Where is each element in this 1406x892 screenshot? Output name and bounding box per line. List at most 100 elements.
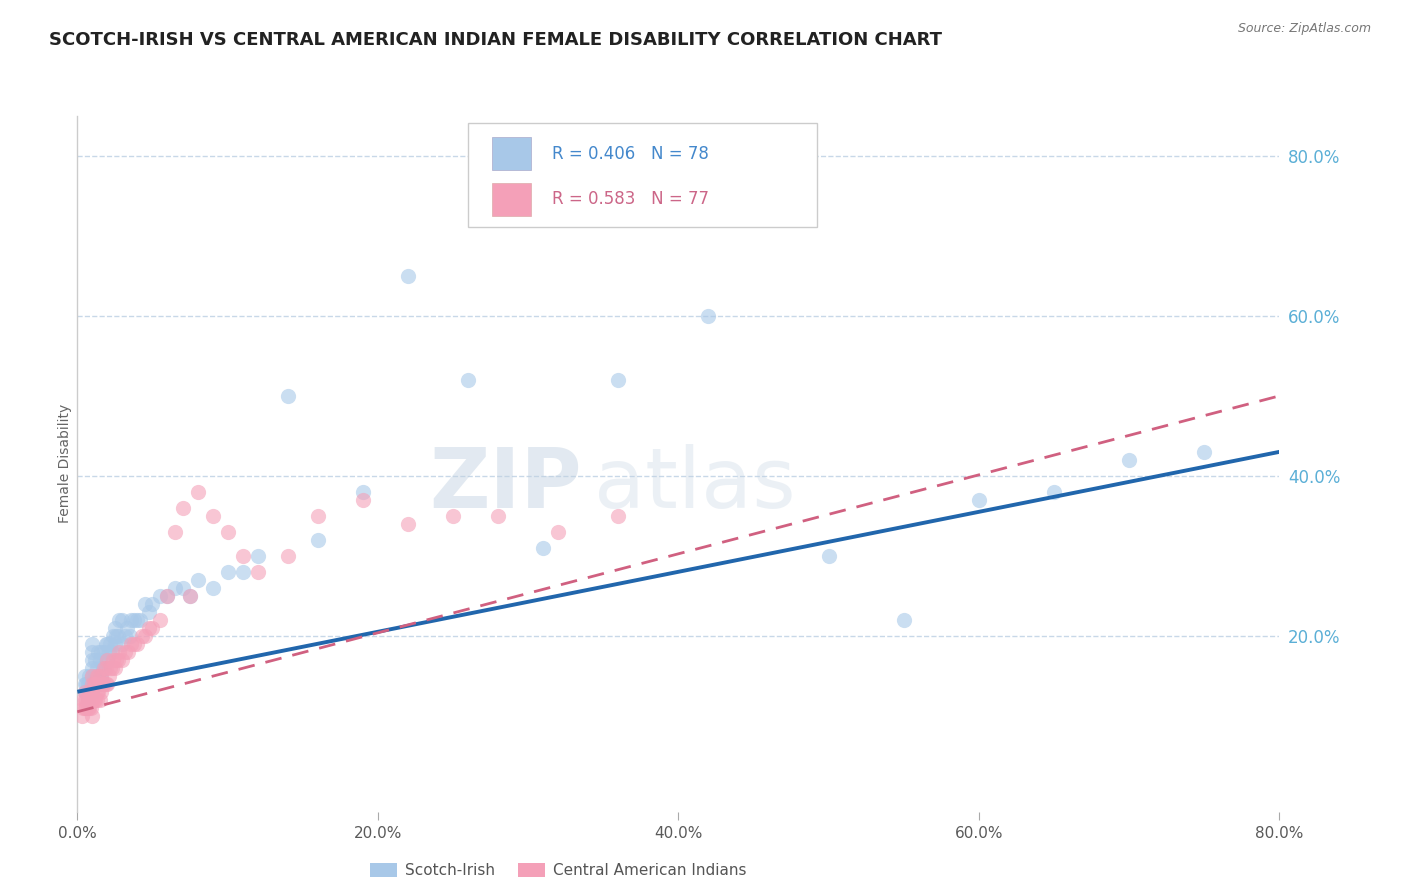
Point (94, 661, 117, 675)
FancyBboxPatch shape (492, 183, 530, 216)
Point (187, 484, 209, 499)
Point (138, 621, 160, 635)
Point (93, 661, 115, 675)
Point (86, 669, 108, 683)
Point (82, 669, 104, 683)
Point (97, 645, 120, 659)
Point (396, 516, 419, 531)
Point (172, 581, 194, 595)
Point (75, 677, 97, 691)
Point (82, 708, 104, 723)
Point (104, 661, 127, 675)
Point (246, 565, 269, 579)
Point (124, 637, 146, 651)
Point (111, 613, 134, 627)
Point (441, 508, 464, 523)
Point (80, 692, 103, 706)
Point (90, 669, 112, 683)
Point (103, 653, 125, 667)
Point (131, 629, 153, 643)
Point (134, 597, 156, 611)
Point (531, 541, 554, 555)
Point (79, 677, 101, 691)
Point (75, 692, 97, 706)
Point (96, 677, 118, 691)
Text: R = 0.583   N = 77: R = 0.583 N = 77 (553, 191, 709, 209)
Point (607, 508, 630, 523)
Point (89, 653, 111, 667)
Text: R = 0.406   N = 78: R = 0.406 N = 78 (553, 145, 709, 162)
Text: atlas: atlas (595, 444, 796, 525)
Point (93, 661, 115, 675)
FancyBboxPatch shape (492, 137, 530, 170)
Point (82, 677, 104, 691)
Point (90, 685, 112, 699)
Point (73, 685, 96, 699)
Point (100, 661, 122, 675)
Point (82, 637, 104, 651)
Point (100, 637, 122, 651)
Point (967, 492, 990, 507)
Point (104, 621, 127, 635)
Point (217, 565, 239, 579)
Point (96, 637, 118, 651)
Point (163, 524, 186, 539)
Point (141, 597, 163, 611)
Point (73, 669, 96, 683)
Point (547, 524, 569, 539)
Point (73, 700, 96, 714)
Point (179, 589, 201, 603)
Point (75, 700, 97, 714)
Point (352, 484, 374, 499)
Point (93, 677, 115, 691)
Point (86, 692, 108, 706)
Point (96, 653, 118, 667)
Point (138, 605, 160, 619)
Point (277, 389, 299, 403)
Point (72, 700, 94, 714)
Point (111, 653, 134, 667)
Point (87, 685, 110, 699)
Point (105, 653, 128, 667)
Point (87, 645, 110, 659)
Point (82, 661, 104, 675)
Point (86, 677, 108, 691)
Text: SCOTCH-IRISH VS CENTRAL AMERICAN INDIAN FEMALE DISABILITY CORRELATION CHART: SCOTCH-IRISH VS CENTRAL AMERICAN INDIAN … (49, 31, 942, 49)
Point (89, 669, 111, 683)
Point (72, 692, 94, 706)
Point (73, 692, 96, 706)
Point (76, 700, 98, 714)
Point (156, 589, 179, 603)
Point (163, 581, 186, 595)
Point (82, 685, 104, 699)
Point (120, 637, 142, 651)
Point (149, 613, 172, 627)
Point (179, 589, 201, 603)
Point (83, 692, 105, 706)
Point (94, 677, 117, 691)
Point (82, 669, 104, 683)
Point (80, 685, 103, 699)
FancyBboxPatch shape (468, 123, 817, 227)
Point (172, 500, 194, 515)
Point (607, 373, 630, 387)
Point (79, 685, 101, 699)
Legend: Scotch-Irish, Central American Indians: Scotch-Irish, Central American Indians (364, 857, 752, 884)
Point (156, 589, 179, 603)
Point (457, 373, 479, 387)
Point (79, 700, 101, 714)
Point (82, 653, 104, 667)
Point (89, 677, 111, 691)
Point (893, 613, 915, 627)
Point (117, 645, 139, 659)
Point (84, 692, 107, 706)
Point (141, 621, 163, 635)
Point (84, 669, 107, 683)
Point (84, 653, 107, 667)
Point (86, 661, 108, 675)
Point (149, 589, 172, 603)
Point (1043, 484, 1066, 499)
Point (80, 700, 103, 714)
Point (129, 613, 152, 627)
Point (73, 677, 96, 691)
